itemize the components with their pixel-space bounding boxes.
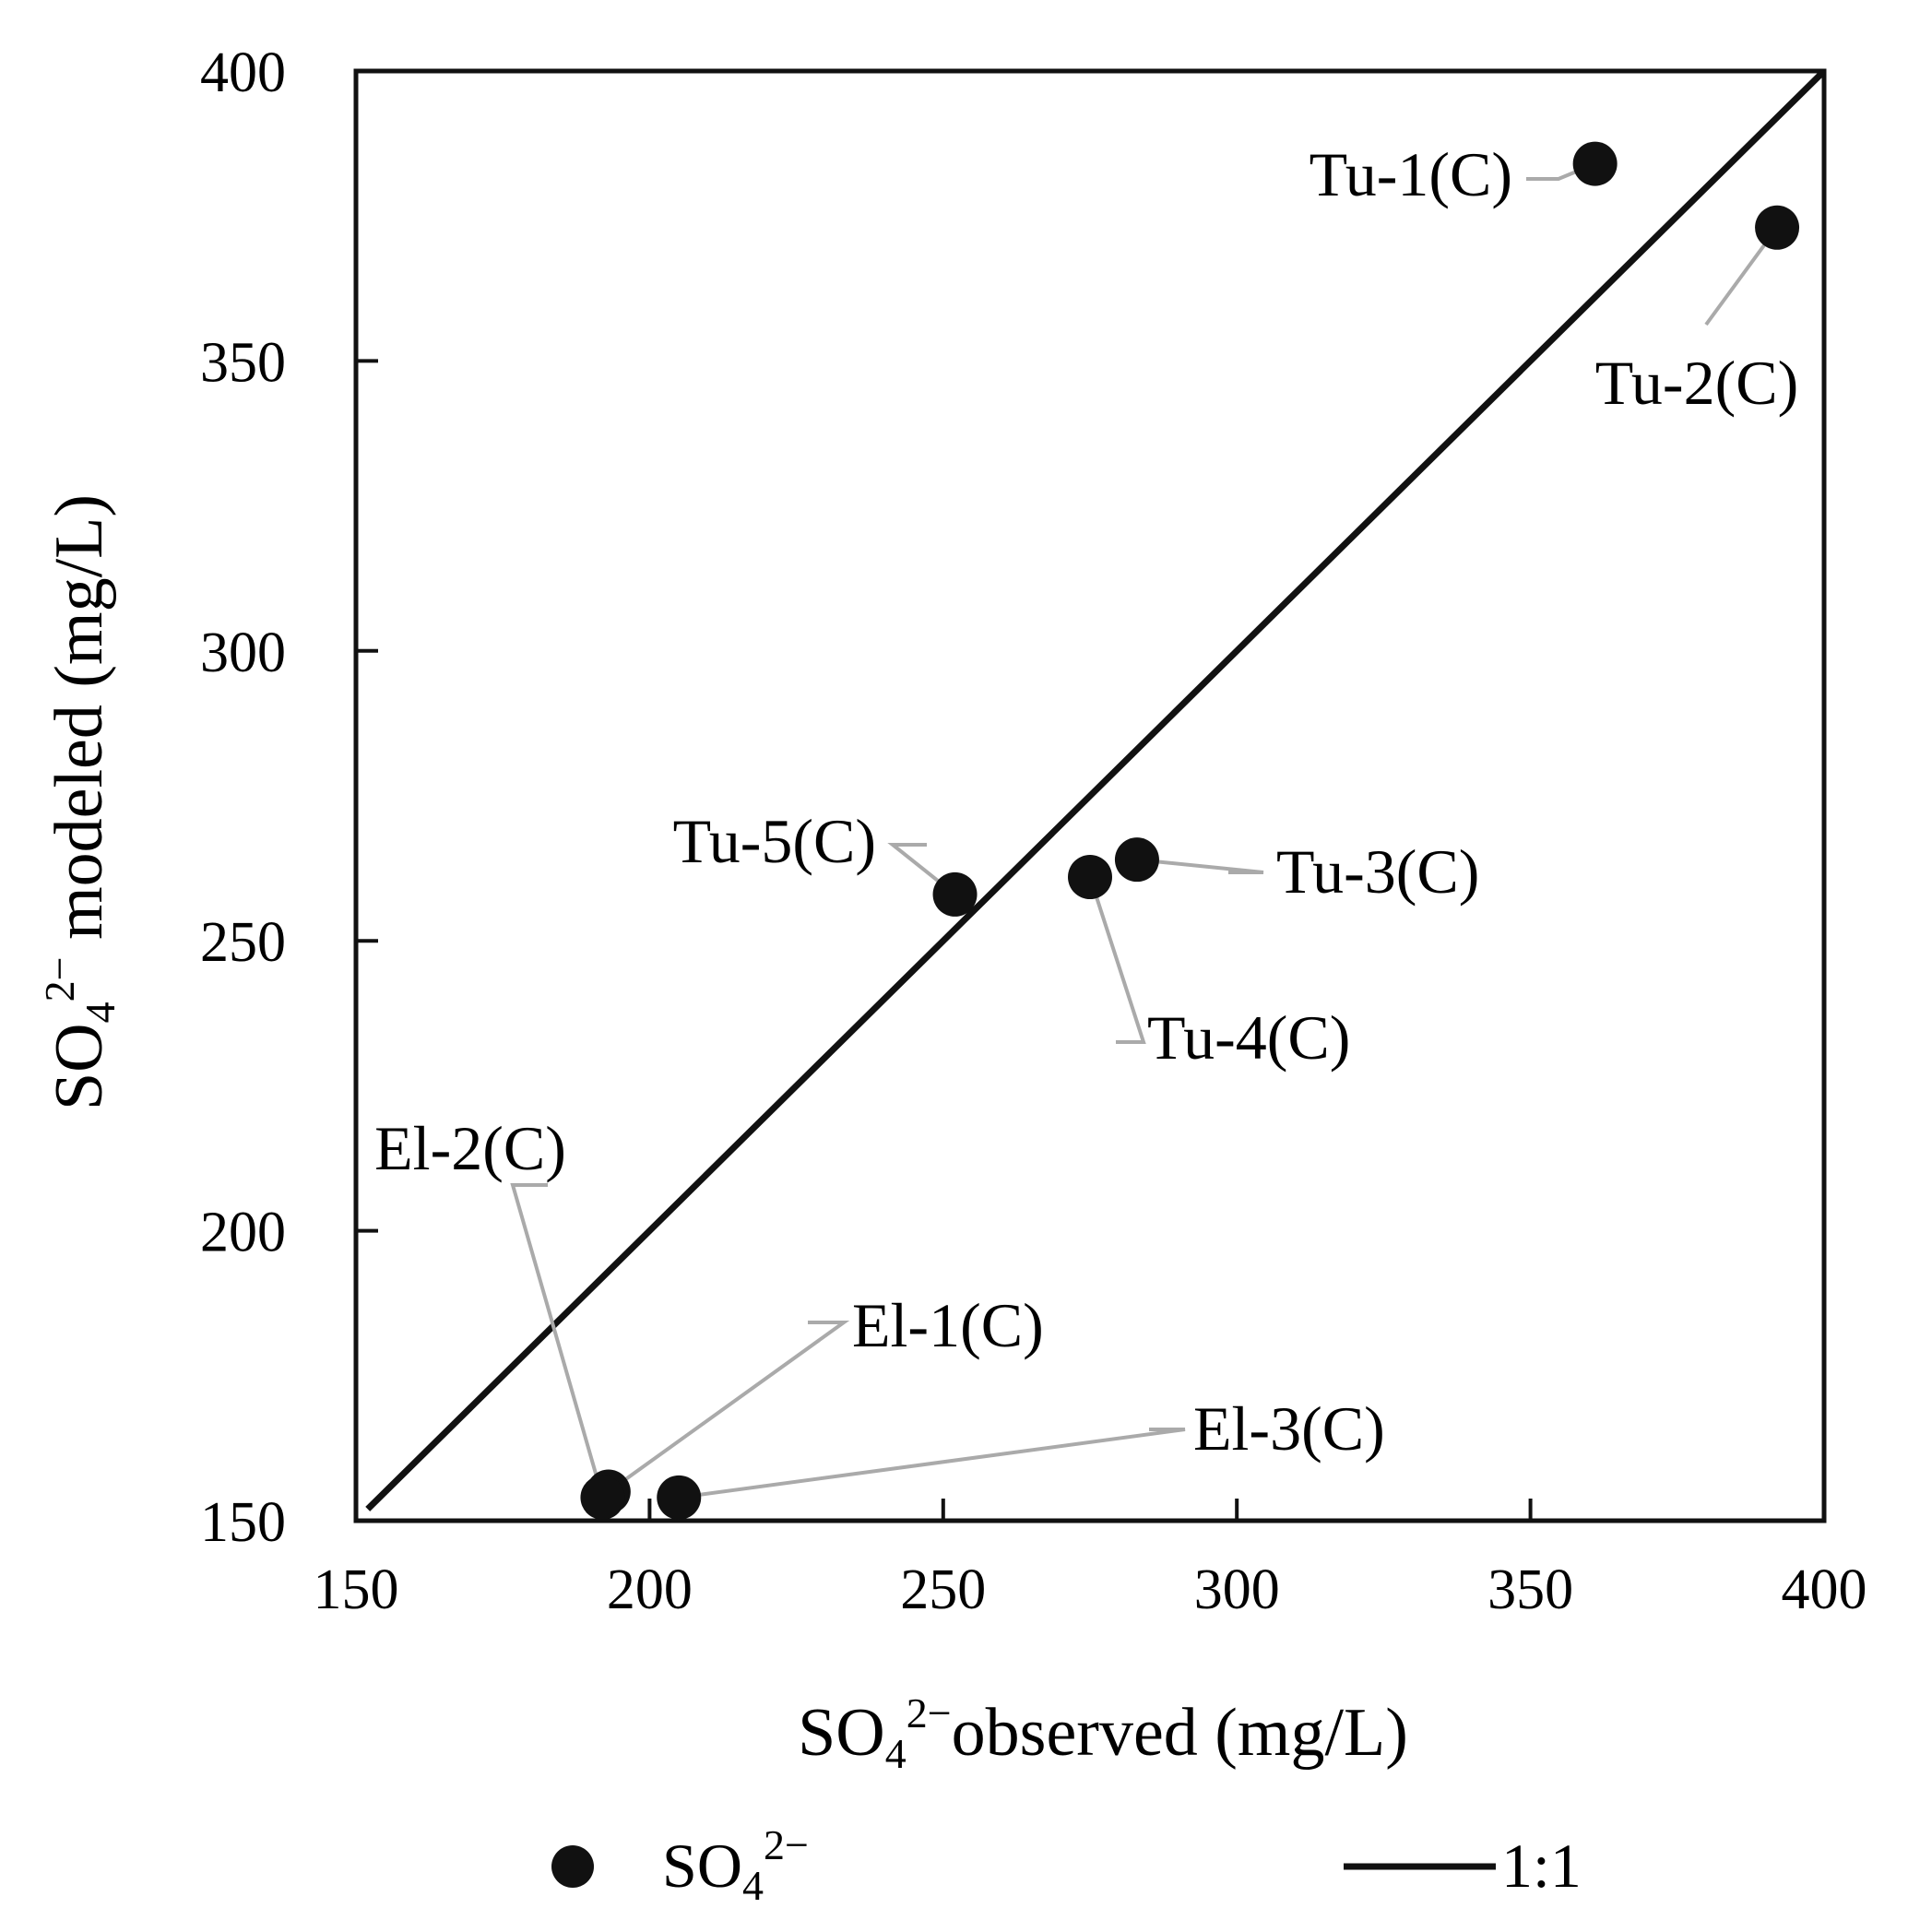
data-point — [580, 1475, 625, 1520]
leader-line — [607, 1321, 850, 1494]
point-label: Tu-4(C) — [1147, 1002, 1350, 1073]
point-label: El-1(C) — [852, 1290, 1044, 1360]
leader-line — [678, 1428, 1186, 1499]
x-axis-ticks: 150 200 250 300 350 400 — [314, 1499, 1867, 1621]
legend-marker-circle — [551, 1845, 594, 1888]
y-tick-label: 400 — [200, 41, 286, 104]
x-axis-title: SO42−observed (mg/L) — [798, 1689, 1408, 1777]
point-label: Tu-2(C) — [1595, 348, 1798, 418]
legend-label-one-to-one: 1:1 — [1501, 1831, 1582, 1901]
y-tick-label: 250 — [200, 911, 286, 974]
y-axis-ticks: 150 200 250 300 350 400 — [200, 41, 378, 1554]
legend: SO42− 1:1 — [551, 1821, 1582, 1909]
leader-line — [887, 843, 956, 896]
point-label: El-3(C) — [1193, 1393, 1385, 1464]
legend-label-sulfate: SO42− — [662, 1821, 809, 1909]
x-tick-label: 150 — [314, 1559, 399, 1621]
data-point — [1114, 837, 1159, 883]
leader-line — [1136, 858, 1264, 874]
y-tick-label: 200 — [200, 1202, 286, 1264]
data-points — [580, 141, 1800, 1520]
x-tick-label: 400 — [1782, 1559, 1867, 1621]
x-tick-label: 250 — [900, 1559, 986, 1621]
point-label: Tu-5(C) — [673, 806, 876, 876]
one-to-one-line — [365, 68, 1827, 1511]
y-tick-label: 300 — [200, 622, 286, 684]
data-point — [657, 1475, 702, 1520]
x-tick-label: 300 — [1194, 1559, 1280, 1621]
x-tick-label: 200 — [607, 1559, 693, 1621]
y-tick-label: 350 — [200, 331, 286, 394]
one-to-one-line-path — [365, 68, 1827, 1511]
data-point — [1755, 205, 1800, 250]
point-label: Tu-3(C) — [1276, 836, 1479, 907]
data-point — [1572, 141, 1618, 186]
point-label: El-2(C) — [374, 1113, 566, 1183]
data-point — [932, 871, 978, 917]
y-tick-label: 150 — [200, 1491, 286, 1554]
data-point — [1068, 855, 1112, 900]
x-tick-label: 350 — [1487, 1559, 1573, 1621]
y-axis-title: SO42− modeled (mg/L) — [36, 494, 124, 1110]
point-label: Tu-1(C) — [1310, 139, 1512, 209]
leader-line — [510, 1183, 605, 1499]
leader-line — [1088, 876, 1146, 1044]
plot-frame — [353, 68, 1827, 1523]
point-labels: Tu-1(C) Tu-2(C) Tu-3(C) Tu-4(C) Tu-5(C) El-1(… — [374, 139, 1798, 1464]
